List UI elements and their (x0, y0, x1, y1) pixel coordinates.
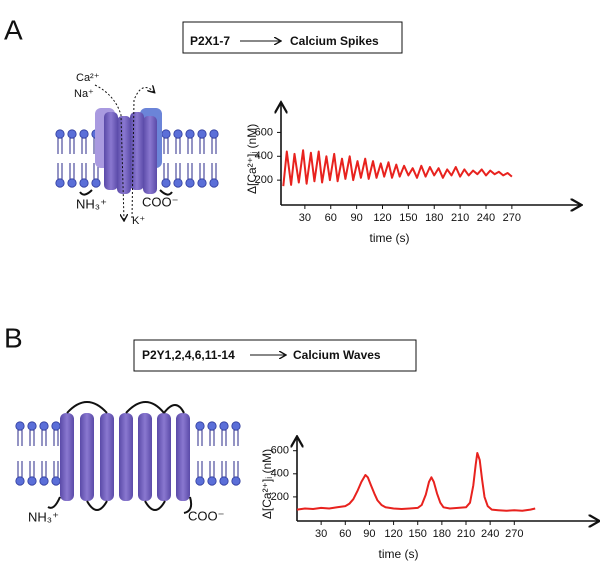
lipid (79, 129, 89, 155)
box-right: Calcium Spikes (290, 34, 379, 48)
helix (176, 413, 190, 501)
terminus-label: NH₃⁺ (28, 509, 59, 524)
lipid (55, 162, 65, 188)
box-left: P2Y1,2,4,6,11-14 (142, 348, 235, 362)
y-tick-label: 600 (255, 126, 273, 138)
line-series (296, 452, 536, 512)
lipid (161, 162, 171, 188)
lipid (15, 460, 25, 486)
lipid (207, 460, 217, 486)
lipid (209, 129, 219, 155)
ion-label: Na⁺ (74, 88, 94, 100)
lipid (197, 129, 207, 155)
protein (143, 116, 157, 194)
box-left: P2X1-7 (190, 34, 230, 48)
x-tick-label: 120 (384, 528, 402, 540)
ion-label: K⁺ (132, 215, 145, 227)
x-tick-label: 30 (315, 528, 327, 540)
helix (119, 413, 133, 501)
lipid (219, 460, 229, 486)
y-tick-label: 600 (271, 445, 289, 457)
x-tick-label: 150 (409, 528, 427, 540)
protein (130, 112, 144, 190)
protein (117, 116, 131, 194)
x-tick-label: 210 (451, 212, 469, 224)
terminus-label: NH₃⁺ (76, 196, 107, 211)
loop (47, 401, 193, 514)
x-axis-label: time (s) (370, 231, 410, 245)
x-tick-label: 90 (363, 528, 375, 540)
diagram (15, 84, 241, 514)
x-tick-label: 210 (457, 528, 475, 540)
x-axis-label: time (s) (379, 547, 419, 561)
x-tick-label: 90 (350, 212, 362, 224)
x-tick-label: 240 (477, 212, 495, 224)
lipid (173, 129, 183, 155)
box-right: Calcium Waves (293, 348, 381, 362)
lipid (79, 162, 89, 188)
lipid (67, 129, 77, 155)
x-tick-label: 60 (339, 528, 351, 540)
ion-path (94, 84, 124, 220)
lipid (27, 421, 37, 447)
y-tick-label: 400 (255, 150, 273, 162)
lipid (195, 460, 205, 486)
lipid (39, 460, 49, 486)
helix (157, 413, 171, 501)
helix (60, 413, 74, 501)
x-tick-label: 60 (325, 212, 337, 224)
y-tick-label: 200 (271, 491, 289, 503)
lipid (219, 421, 229, 447)
lipid (185, 162, 195, 188)
lipid (27, 460, 37, 486)
lipid (195, 421, 205, 447)
helix (138, 413, 152, 501)
lipid (51, 460, 61, 486)
x-tick-label: 180 (433, 528, 451, 540)
box (182, 21, 403, 54)
x-tick-label: 180 (425, 212, 443, 224)
panel-label: B (4, 322, 23, 353)
lipid (207, 421, 217, 447)
helix (80, 413, 94, 501)
lipid (173, 162, 183, 188)
lipid (231, 460, 241, 486)
lipid (55, 129, 65, 155)
loop (79, 189, 173, 196)
y-axis-label: Δ[Ca²⁺]ᵢ (nM) (260, 449, 274, 519)
lipid (15, 421, 25, 447)
x-tick-label: 30 (299, 212, 311, 224)
terminus-label: COO⁻ (188, 508, 224, 523)
lipid (161, 129, 171, 155)
helix (100, 413, 114, 501)
box (133, 339, 417, 372)
lipid (67, 162, 77, 188)
x-tick-label: 270 (503, 212, 521, 224)
line-series (282, 149, 513, 187)
y-tick-label: 400 (271, 468, 289, 480)
lipid (51, 421, 61, 447)
x-tick-label: 120 (373, 212, 391, 224)
x-tick-label: 240 (481, 528, 499, 540)
terminus-label: COO⁻ (142, 194, 178, 209)
lipid (209, 162, 219, 188)
lipid (39, 421, 49, 447)
y-tick-label: 200 (255, 174, 273, 186)
lipid (231, 421, 241, 447)
panel-label: A (4, 14, 23, 45)
protein (104, 112, 118, 190)
ion-label: Ca²⁺ (76, 72, 100, 84)
y-axis-label: Δ[Ca²⁺]ᵢ (nM) (245, 124, 259, 194)
x-tick-label: 150 (399, 212, 417, 224)
lipid (197, 162, 207, 188)
lipid (185, 129, 195, 155)
x-tick-label: 270 (505, 528, 523, 540)
